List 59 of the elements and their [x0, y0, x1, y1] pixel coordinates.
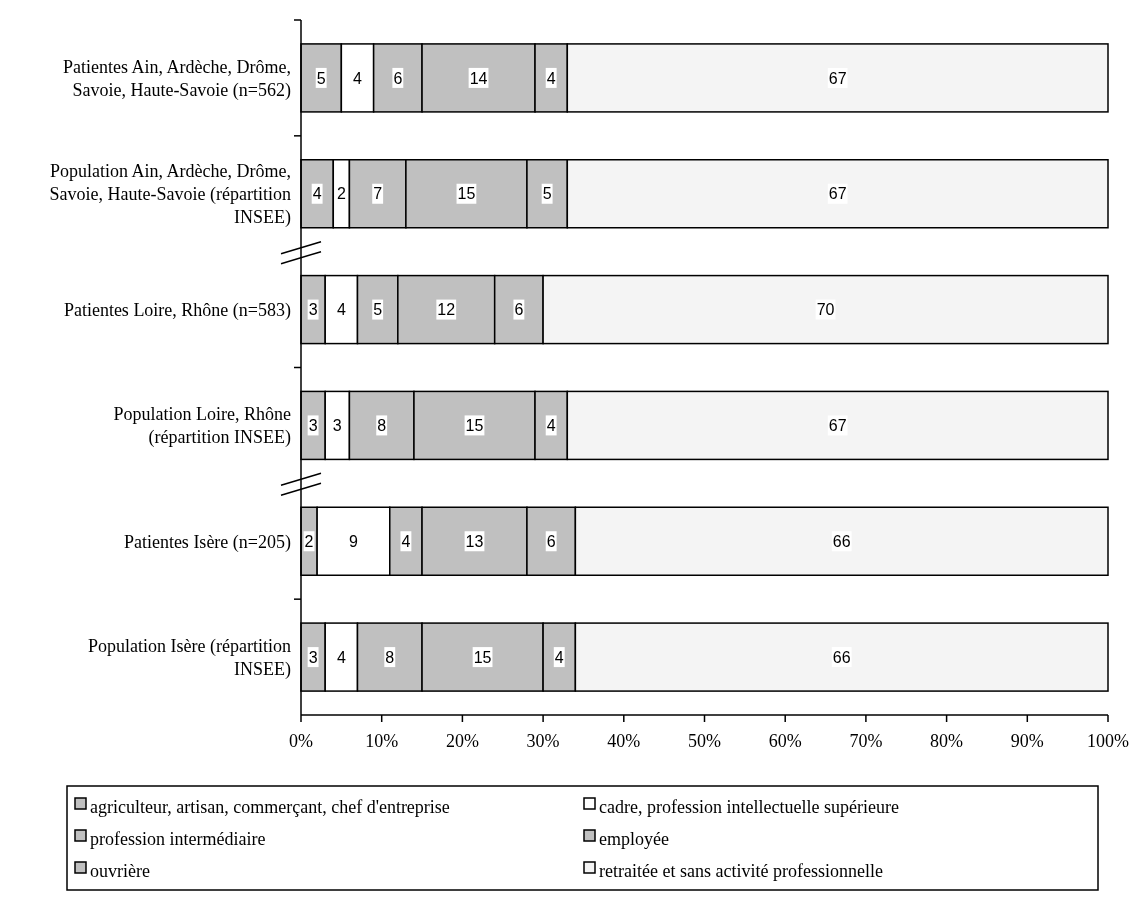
legend-label: retraitée et sans activité professionnelle: [599, 861, 883, 882]
data-label: 67: [828, 69, 847, 87]
data-label: 3: [308, 648, 318, 666]
data-label: 5: [373, 301, 383, 319]
y-tick-label: Population Ain, Ardèche, Drôme, Savoie, Haute-Savoie (répartition INSEE): [49, 161, 291, 229]
legend-label: cadre, profession intellectuelle supérieure: [599, 797, 899, 818]
x-tick-label: 80%: [930, 731, 964, 751]
legend-label: agriculteur, artisan, commerçant, chef d'entreprise: [90, 797, 450, 818]
data-label: 13: [465, 532, 484, 550]
x-tick-label: 10%: [365, 731, 399, 751]
x-tick-label: 40%: [607, 731, 641, 751]
data-label: 15: [457, 185, 476, 203]
data-label: 6: [546, 532, 556, 550]
data-label: 70: [816, 301, 835, 319]
data-label: 5: [316, 69, 326, 87]
data-label: 14: [469, 69, 488, 87]
data-label: 9: [349, 532, 358, 550]
x-tick-label: 90%: [1010, 731, 1044, 751]
data-label: 8: [377, 417, 387, 435]
y-tick-label: Patientes Loire, Rhône (n=583): [63, 299, 291, 321]
data-label: 4: [546, 417, 556, 435]
y-tick-label: Population Loire, Rhône (répartition INSEE): [113, 404, 292, 449]
data-label: 3: [332, 417, 342, 435]
data-label: 7: [373, 185, 383, 203]
x-tick-label: 0%: [289, 731, 313, 751]
legend-label: ouvrière: [90, 861, 150, 882]
data-label: 12: [437, 301, 456, 319]
data-label: 67: [828, 185, 847, 203]
legend-label: employée: [599, 829, 669, 850]
legend-label: profession intermédiaire: [90, 829, 266, 850]
data-label: 8: [385, 648, 395, 666]
x-tick-label: 60%: [768, 731, 802, 751]
data-label: 66: [832, 532, 851, 550]
data-label: 4: [401, 532, 411, 550]
data-label: 3: [308, 417, 318, 435]
data-label: 4: [336, 301, 346, 319]
data-label: 3: [308, 301, 318, 319]
data-label: 4: [312, 185, 322, 203]
data-label: 4: [336, 648, 346, 666]
data-label: 2: [336, 185, 346, 203]
data-label: 15: [473, 648, 492, 666]
data-label: 66: [832, 648, 851, 666]
x-tick-label: 70%: [849, 731, 883, 751]
data-label: 67: [828, 417, 847, 435]
data-label: 6: [393, 69, 403, 87]
x-tick-label: 20%: [445, 731, 479, 751]
y-tick-label: Population Isère (répartition INSEE): [88, 635, 291, 680]
y-tick-label: Patientes Isère (n=205): [123, 531, 291, 553]
data-label: 4: [353, 69, 363, 87]
x-tick-label: 30%: [526, 731, 560, 751]
data-label: 2: [304, 532, 314, 550]
data-label: 4: [554, 648, 564, 666]
data-label: 6: [514, 301, 524, 319]
x-tick-label: 100%: [1087, 731, 1129, 751]
data-label: 5: [542, 185, 552, 203]
y-tick-label: Patientes Ain, Ardèche, Drôme, Savoie, Haute-Savoie (n=562): [63, 56, 291, 101]
data-label: 15: [465, 417, 484, 435]
x-tick-label: 50%: [688, 731, 721, 751]
data-label: 4: [546, 69, 556, 87]
